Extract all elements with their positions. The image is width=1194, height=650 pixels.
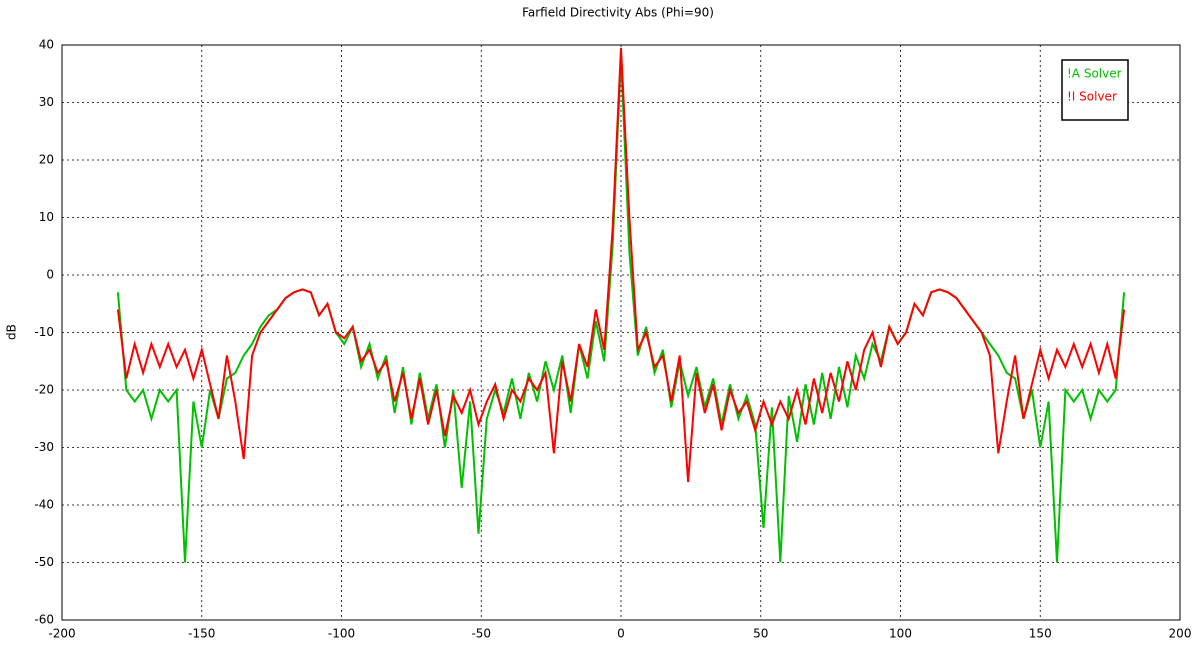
plot-frame [61,44,1181,621]
legend-label: !I Solver [1067,90,1117,104]
y-tick-label: -40 [34,498,54,512]
y-tick-label: -20 [34,383,54,397]
y-tick-label: 40 [39,38,54,52]
series-line [116,47,1126,483]
x-tick-label: -200 [48,627,75,641]
y-tick-label: 20 [39,153,54,167]
x-tick-label: -150 [188,627,215,641]
y-tick-label: 30 [39,95,54,109]
y-tick-label: -50 [34,555,54,569]
chart-title: Farfield Directivity Abs (Phi=90) [522,6,714,20]
y-tick-label: -10 [34,325,54,339]
x-tick-label: -50 [471,627,491,641]
x-tick-label: -100 [328,627,355,641]
x-tick-label: 100 [889,627,912,641]
legend-box [1061,59,1129,121]
y-tick-label: 10 [39,210,54,224]
x-tick-label: 150 [1029,627,1052,641]
legend-label: !A Solver [1067,67,1122,81]
x-tick-label: 0 [617,627,625,641]
x-tick-label: 50 [753,627,768,641]
x-tick-label: 200 [1169,627,1192,641]
y-tick-label: 0 [46,268,54,282]
y-axis-label: dB [5,324,19,340]
y-tick-label: -30 [34,440,54,454]
y-tick-label: -60 [34,613,54,627]
